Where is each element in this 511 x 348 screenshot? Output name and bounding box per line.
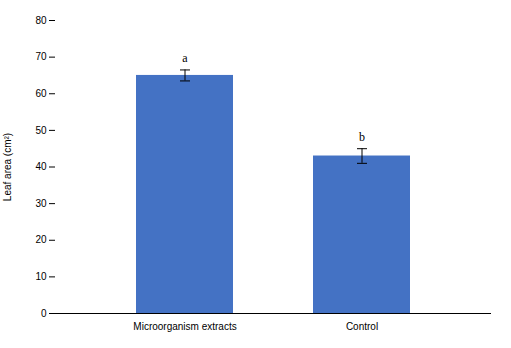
svg-text:70: 70 — [35, 51, 47, 62]
svg-text:10: 10 — [35, 271, 47, 282]
svg-text:b: b — [359, 130, 365, 144]
svg-text:60: 60 — [35, 88, 47, 99]
svg-text:80: 80 — [35, 15, 47, 26]
svg-text:40: 40 — [35, 161, 47, 172]
svg-text:0: 0 — [41, 308, 47, 319]
svg-text:a: a — [182, 51, 188, 65]
svg-text:Leaf area (cm²): Leaf area (cm²) — [2, 133, 13, 201]
svg-text:Control: Control — [346, 321, 378, 332]
svg-text:50: 50 — [35, 125, 47, 136]
svg-text:20: 20 — [35, 234, 47, 245]
svg-text:Microorganism extracts: Microorganism extracts — [133, 321, 236, 332]
svg-text:30: 30 — [35, 198, 47, 209]
